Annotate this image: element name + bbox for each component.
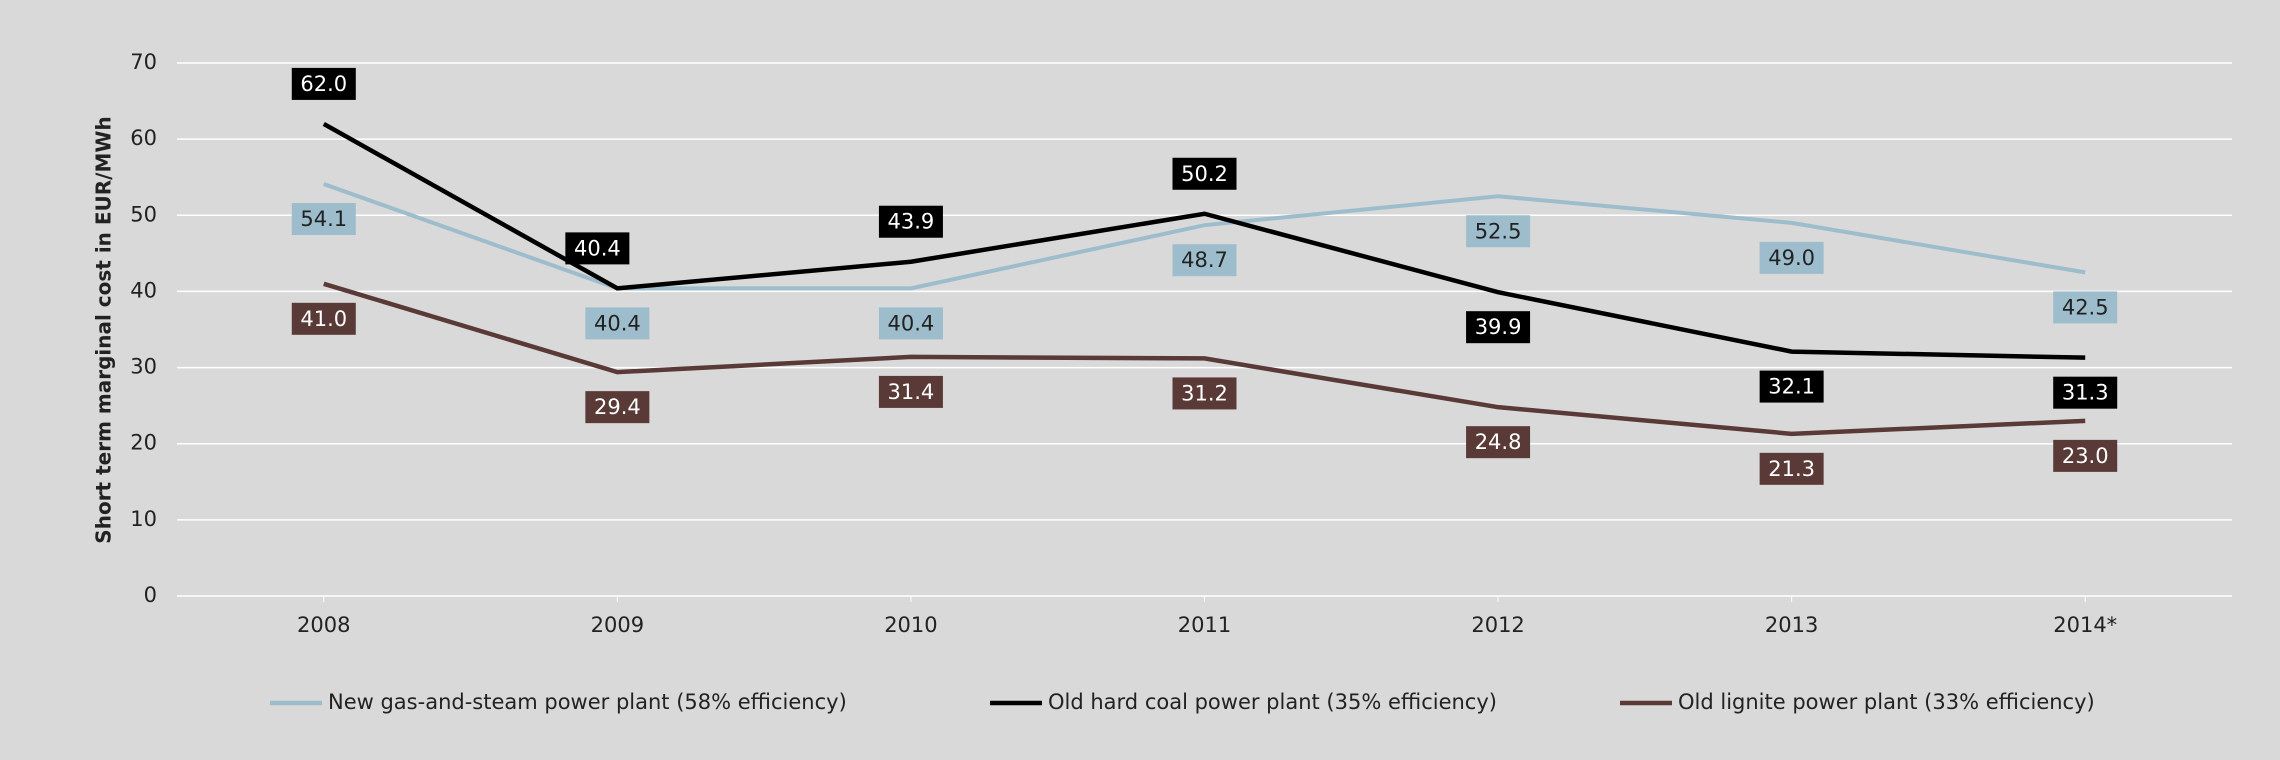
data-label-box (878, 375, 943, 408)
x-tick-label: 2013 (1765, 613, 1818, 637)
x-tick-label: 2014* (2053, 613, 2117, 637)
data-label-box (1466, 311, 1531, 344)
y-tick-label: 20 (130, 431, 157, 455)
data-label: 54.1 (300, 207, 347, 231)
data-label-box (1759, 452, 1824, 485)
y-tick-label: 60 (130, 126, 157, 150)
y-tick-label: 0 (144, 583, 157, 607)
data-label: 49.0 (1768, 246, 1815, 270)
data-label: 39.9 (1475, 315, 1522, 339)
data-label: 40.4 (888, 311, 935, 335)
data-label-box (291, 203, 356, 236)
data-label: 52.5 (1475, 219, 1522, 243)
data-label: 42.5 (2062, 295, 2109, 319)
data-label-box (585, 307, 650, 340)
y-tick-label: 10 (130, 507, 157, 531)
data-label: 48.7 (1181, 248, 1228, 272)
data-label: 31.2 (1181, 381, 1228, 405)
data-label: 29.4 (594, 395, 641, 419)
data-label: 40.4 (574, 236, 621, 260)
y-tick-label: 30 (130, 355, 157, 379)
x-tick-label: 2008 (297, 613, 350, 637)
data-label-box (291, 67, 356, 100)
data-label: 31.4 (888, 380, 935, 404)
data-label-box (878, 307, 943, 340)
data-label: 43.9 (888, 210, 935, 234)
legend-label: Old hard coal power plant (35% efficienc… (1048, 690, 1497, 714)
data-label-box (1466, 215, 1531, 248)
data-label-box (2053, 439, 2118, 472)
data-label-box (585, 391, 650, 424)
legend-label: Old lignite power plant (33% efficiency) (1678, 690, 2095, 714)
x-tick-label: 2012 (1471, 613, 1524, 637)
data-label: 23.0 (2062, 444, 2109, 468)
data-label: 32.1 (1768, 375, 1815, 399)
x-tick-label: 2011 (1178, 613, 1231, 637)
y-axis-title: Short term marginal cost in EUR/MWh (92, 116, 116, 543)
data-label: 21.3 (1768, 457, 1815, 481)
data-label: 24.8 (1475, 430, 1522, 454)
data-label-box (2053, 376, 2118, 409)
x-tick-label: 2010 (884, 613, 937, 637)
data-label-box (1172, 377, 1237, 410)
data-label-box (1172, 157, 1237, 190)
data-label-box (2053, 291, 2118, 324)
data-label-box (1759, 241, 1824, 274)
data-label-box (291, 302, 356, 335)
data-label-box (565, 232, 630, 265)
legend-label: New gas-and-steam power plant (58% effic… (328, 690, 847, 714)
data-label: 40.4 (594, 311, 641, 335)
data-label-box (1759, 370, 1824, 403)
data-label: 62.0 (300, 72, 347, 96)
y-tick-label: 40 (130, 278, 157, 302)
x-tick-label: 2009 (591, 613, 644, 637)
data-label-box (1466, 426, 1531, 459)
data-label: 41.0 (300, 307, 347, 331)
series-line (323, 281, 2086, 437)
data-label-box (878, 205, 943, 238)
y-tick-label: 50 (130, 202, 157, 226)
data-label-box (1172, 244, 1237, 277)
y-tick-label: 70 (130, 50, 157, 74)
data-label: 50.2 (1181, 162, 1228, 186)
series-line (322, 121, 2086, 360)
data-label: 31.3 (2062, 381, 2109, 405)
